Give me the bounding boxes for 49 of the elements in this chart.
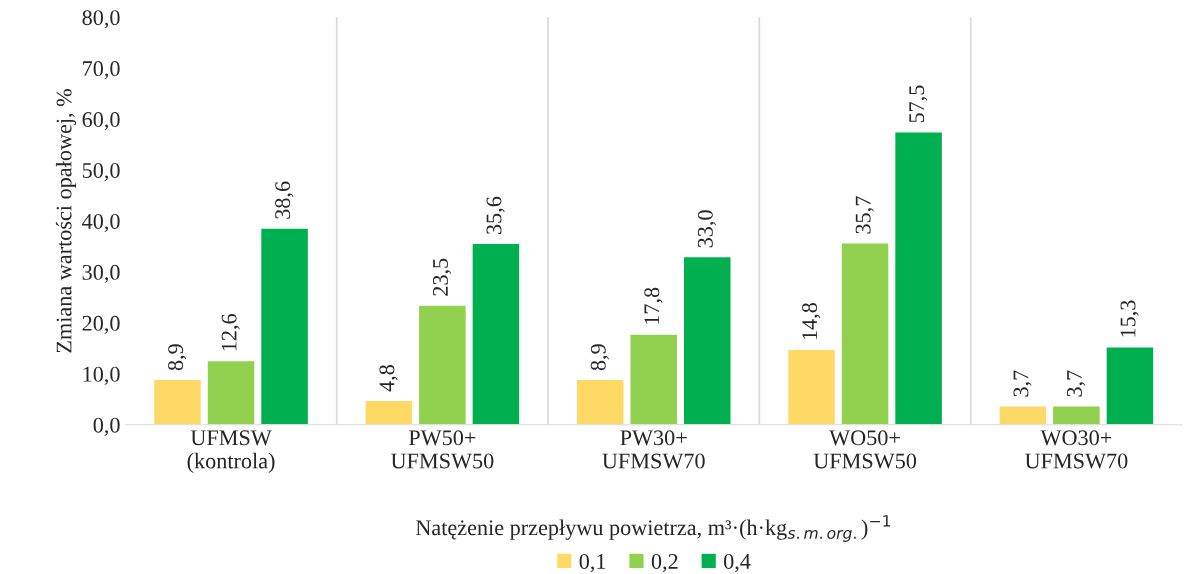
data-label: 4,8 — [379, 365, 398, 392]
legend-label: 0,1 — [579, 553, 606, 573]
bar — [206, 359, 256, 425]
y-tick-label: 0,0 — [93, 417, 120, 436]
bar — [152, 378, 203, 425]
bar — [998, 405, 1048, 425]
bar — [786, 348, 837, 425]
data-label: 12,6 — [221, 314, 240, 351]
bar — [417, 304, 468, 425]
data-label: 38,6 — [275, 181, 294, 219]
bar — [575, 378, 625, 425]
y-tick-label: 20,0 — [82, 315, 120, 334]
x-tick-label: UFMSW (kontrola) — [187, 430, 275, 474]
y-tick-label: 30,0 — [82, 264, 120, 284]
y-tick-label: 60,0 — [82, 112, 120, 131]
data-label: 3,7 — [1013, 370, 1032, 397]
bar — [259, 227, 310, 425]
legend-label: 0,2 — [651, 553, 678, 573]
bar — [1105, 346, 1155, 425]
data-label: 17,8 — [644, 287, 663, 324]
x-tick-label: PW50+ UFMSW50 — [390, 430, 494, 469]
data-label: 14,8 — [802, 302, 821, 340]
data-label: 15,3 — [1120, 300, 1139, 337]
data-label: 8,9 — [590, 344, 609, 371]
y-axis-title: Zmiana wartości opałowej, % — [55, 89, 77, 353]
data-label: 35,7 — [855, 196, 874, 234]
x-tick-label: PW30+ UFMSW70 — [602, 430, 705, 469]
bar — [682, 255, 732, 425]
bar — [629, 333, 679, 425]
bar — [1051, 405, 1102, 425]
bar — [840, 242, 890, 425]
legend-label: 0,4 — [724, 553, 751, 573]
data-label: 57,5 — [909, 85, 928, 123]
x-tick-label: WO50+ UFMSW50 — [813, 430, 917, 469]
y-tick-label: 40,0 — [82, 213, 120, 233]
data-label: 8,9 — [168, 344, 187, 371]
y-tick-label: 50,0 — [82, 162, 120, 182]
legend-title: Natężenie przepływu powietrza, m³·(h·kg$_{s.m.org.}$)$^{−1}$ — [415, 515, 891, 542]
data-label: 33,0 — [697, 210, 717, 248]
x-tick-label: WO30+ UFMSW70 — [1025, 430, 1128, 469]
y-tick-label: 80,0 — [82, 10, 120, 29]
data-label: 3,7 — [1067, 370, 1086, 397]
data-label: 35,6 — [486, 196, 505, 235]
y-tick-label: 10,0 — [83, 366, 120, 385]
bar — [893, 131, 944, 425]
bar — [364, 399, 414, 425]
bar — [471, 242, 521, 425]
data-label: 23,5 — [433, 258, 452, 296]
y-tick-label: 70,0 — [83, 61, 120, 80]
